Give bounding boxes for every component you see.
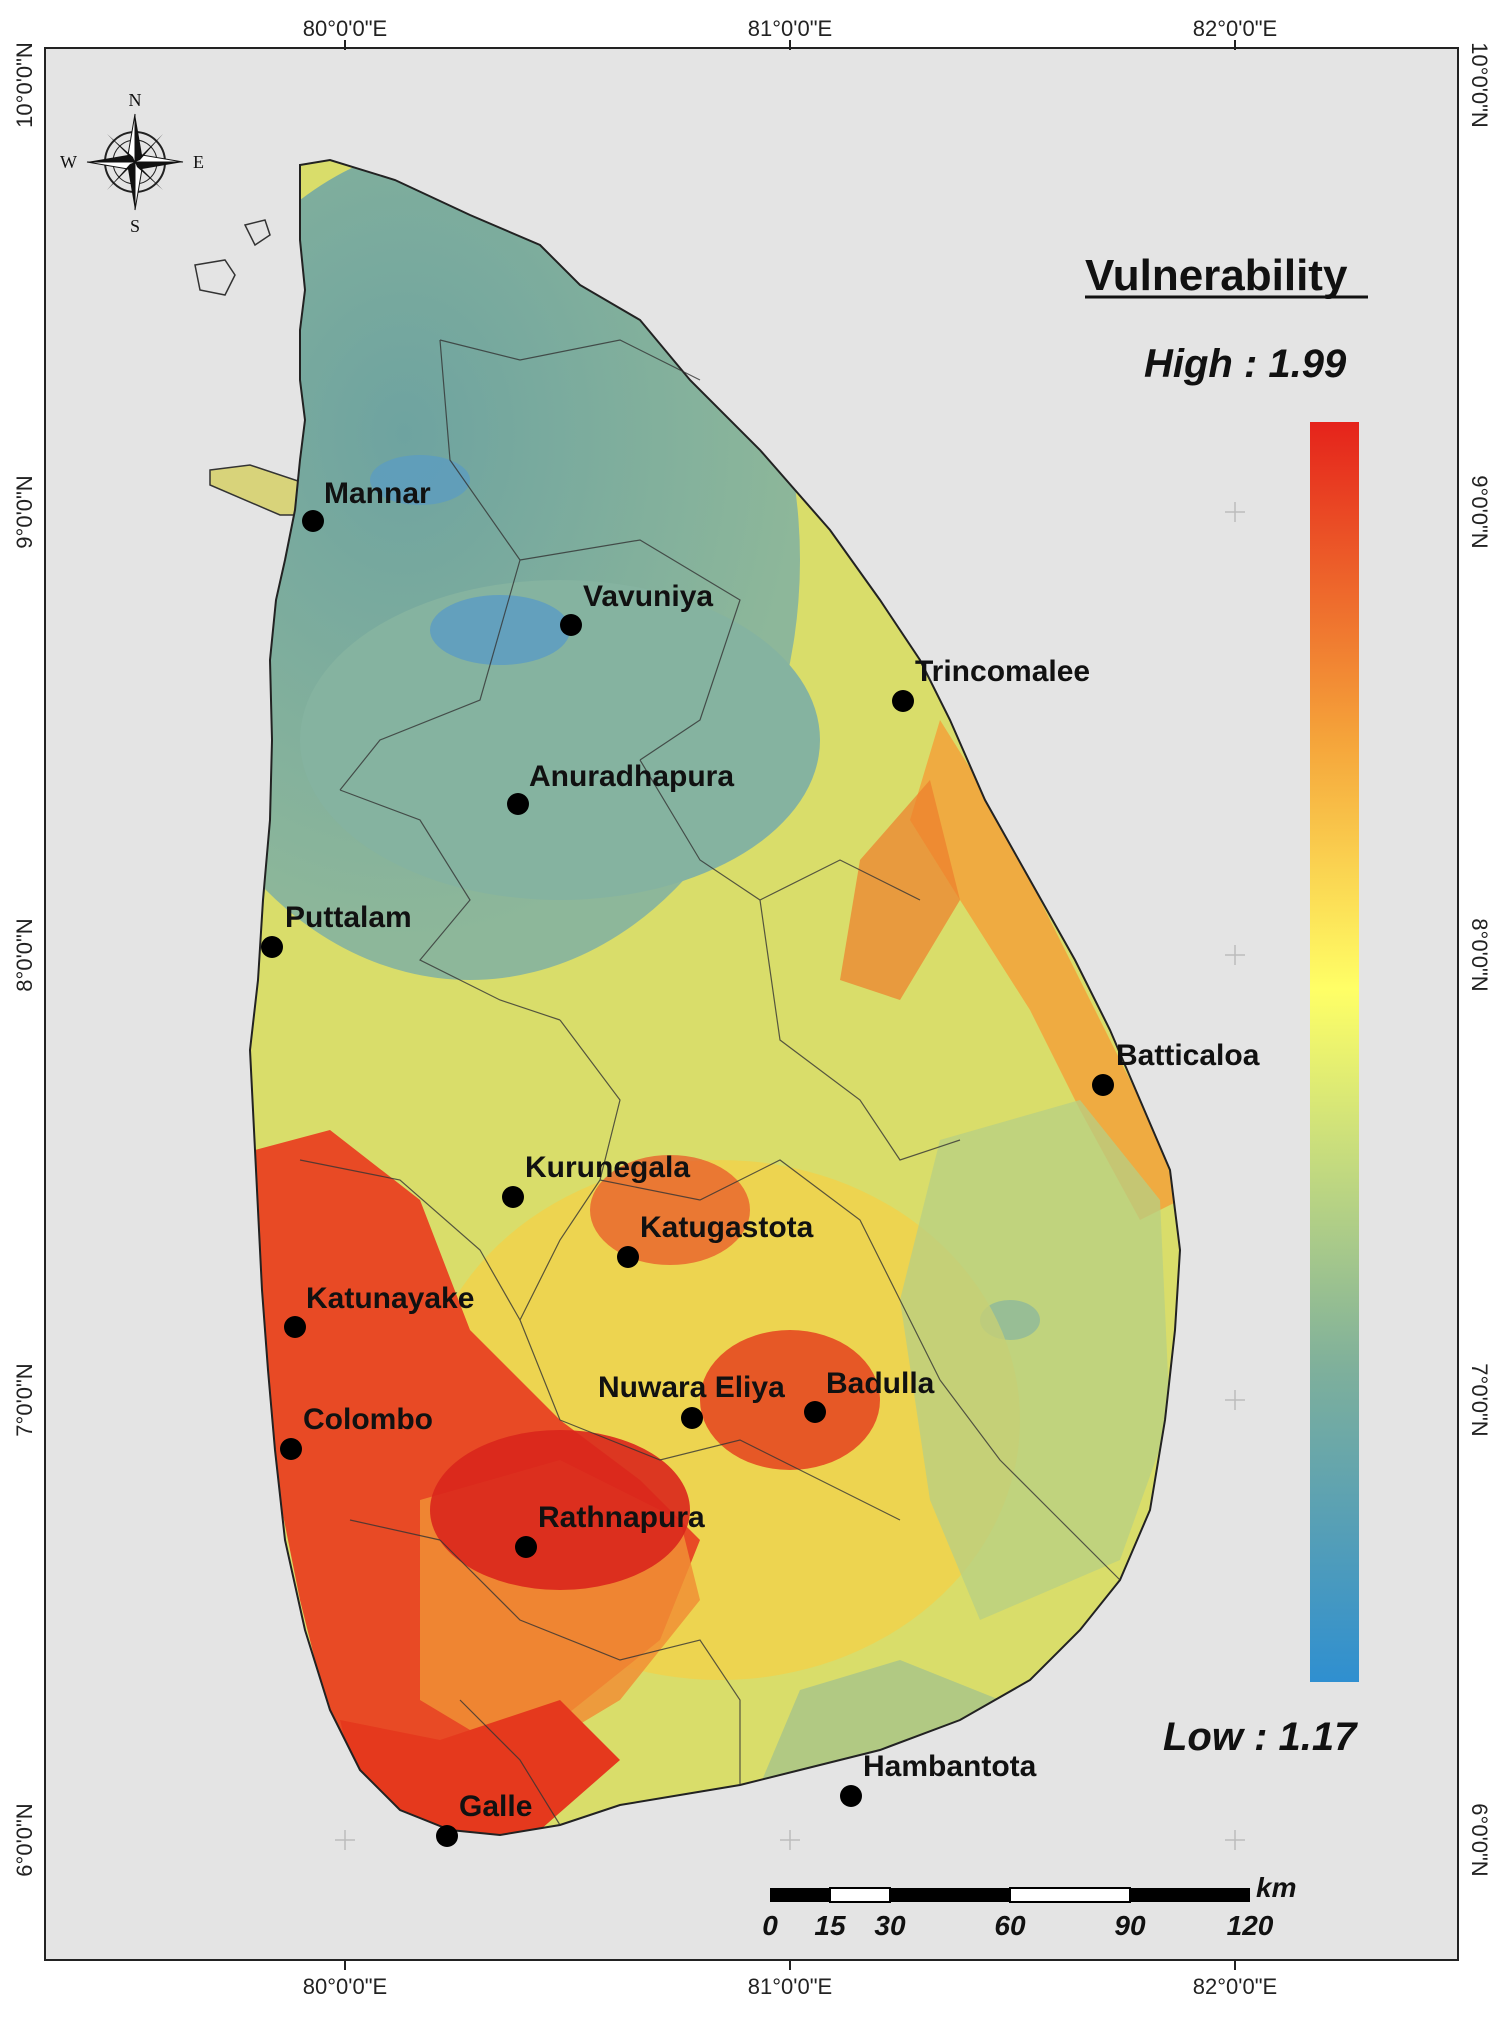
right-tick-label: 6°0'0"N (1467, 1803, 1492, 1876)
compass-s: S (130, 216, 140, 236)
bottom-axis-ticks: 80°0'0"E 81°0'0"E 82°0'0"E (303, 1960, 1277, 1999)
compass-n: N (129, 90, 142, 110)
city-kurunegala: Kurunegala (502, 1151, 690, 1208)
city-label: Badulla (826, 1367, 935, 1400)
legend-high-label: High : 1.99 (1144, 342, 1347, 386)
legend-title: Vulnerability (1085, 251, 1348, 300)
right-tick-label: 9°0'0"N (1467, 475, 1492, 548)
scale-label: 15 (814, 1910, 846, 1941)
city-anuradhapura: Anuradhapura (507, 760, 734, 815)
right-tick-label: 7°0'0"N (1467, 1363, 1492, 1436)
compass-rose-icon: N S E W (60, 90, 204, 236)
city-label: Hambantota (863, 1750, 1037, 1783)
city-rathnapura: Rathnapura (515, 1501, 705, 1558)
left-axis-ticks: 10°0'0"N 9°0'0"N 8°0'0"N 7°0'0"N 6°0'0"N (12, 42, 37, 1877)
city-batticaloa: Batticaloa (1092, 1039, 1260, 1096)
offshore-islands (194, 219, 322, 516)
left-tick-label: 8°0'0"N (12, 918, 37, 991)
city-label: Galle (459, 1790, 532, 1823)
scale-unit: km (1256, 1872, 1296, 1903)
city-mannar: Mannar (302, 477, 431, 532)
city-label: Katugastota (640, 1211, 814, 1244)
right-tick-label: 8°0'0"N (1467, 918, 1492, 991)
top-tick-label: 80°0'0"E (303, 16, 387, 41)
left-tick-label: 7°0'0"N (12, 1363, 37, 1436)
city-galle: Galle (436, 1790, 532, 1847)
city-puttalam: Puttalam (261, 901, 412, 958)
city-label: Vavuniya (583, 580, 713, 613)
right-tick-label: 10°0'0"N (1467, 42, 1492, 128)
city-hambantota: Hambantota (840, 1750, 1037, 1807)
scale-label: 120 (1227, 1910, 1274, 1941)
bottom-tick-label: 80°0'0"E (303, 1974, 387, 1999)
city-katunayake: Katunayake (284, 1282, 474, 1338)
scale-label: 30 (874, 1910, 906, 1941)
top-axis-ticks: 80°0'0"E 81°0'0"E 82°0'0"E (303, 16, 1277, 50)
legend-low-label: Low : 1.17 (1163, 1715, 1358, 1759)
left-tick-label: 6°0'0"N (12, 1803, 37, 1876)
city-markers: Mannar Vavuniya Trincomalee Anuradhapura… (261, 477, 1260, 1847)
city-label: Colombo (303, 1403, 433, 1436)
city-label: Trincomalee (915, 655, 1090, 688)
city-label: Puttalam (285, 901, 412, 934)
top-tick-label: 82°0'0"E (1193, 16, 1277, 41)
city-katugastota: Katugastota (617, 1211, 814, 1268)
legend: Vulnerability High : 1.99 Low : 1.17 (1085, 251, 1368, 1759)
scale-label: 0 (762, 1910, 778, 1941)
city-label: Kurunegala (525, 1151, 690, 1184)
bottom-tick-label: 82°0'0"E (1193, 1974, 1277, 1999)
compass-e: E (193, 152, 204, 172)
city-badulla: Badulla (804, 1367, 935, 1423)
city-label: Rathnapura (538, 1501, 705, 1534)
right-axis-ticks: 10°0'0"N 9°0'0"N 8°0'0"N 7°0'0"N 6°0'0"N (1467, 42, 1492, 1877)
city-label: Katunayake (306, 1282, 474, 1315)
left-tick-label: 9°0'0"N (12, 475, 37, 548)
scale-bar: km 0 15 30 60 90 120 (762, 1872, 1296, 1941)
left-tick-label: 10°0'0"N (12, 42, 37, 128)
scale-label: 60 (994, 1910, 1026, 1941)
city-label: Batticaloa (1116, 1039, 1260, 1072)
city-colombo: Colombo (280, 1403, 433, 1460)
city-label: Mannar (324, 477, 431, 510)
city-nuwara-eliya: Nuwara Eliya (598, 1371, 785, 1429)
city-label: Nuwara Eliya (598, 1371, 785, 1404)
city-label: Anuradhapura (529, 760, 734, 793)
city-trincomalee: Trincomalee (892, 655, 1090, 712)
bottom-tick-label: 81°0'0"E (748, 1974, 832, 1999)
top-tick-label: 81°0'0"E (748, 16, 832, 41)
island-outline (248, 158, 1182, 1837)
legend-color-ramp (1310, 422, 1359, 1682)
scale-label: 90 (1114, 1910, 1146, 1941)
compass-w: W (60, 152, 77, 172)
city-vavuniya: Vavuniya (560, 580, 713, 636)
district-boundaries (299, 339, 1121, 1826)
